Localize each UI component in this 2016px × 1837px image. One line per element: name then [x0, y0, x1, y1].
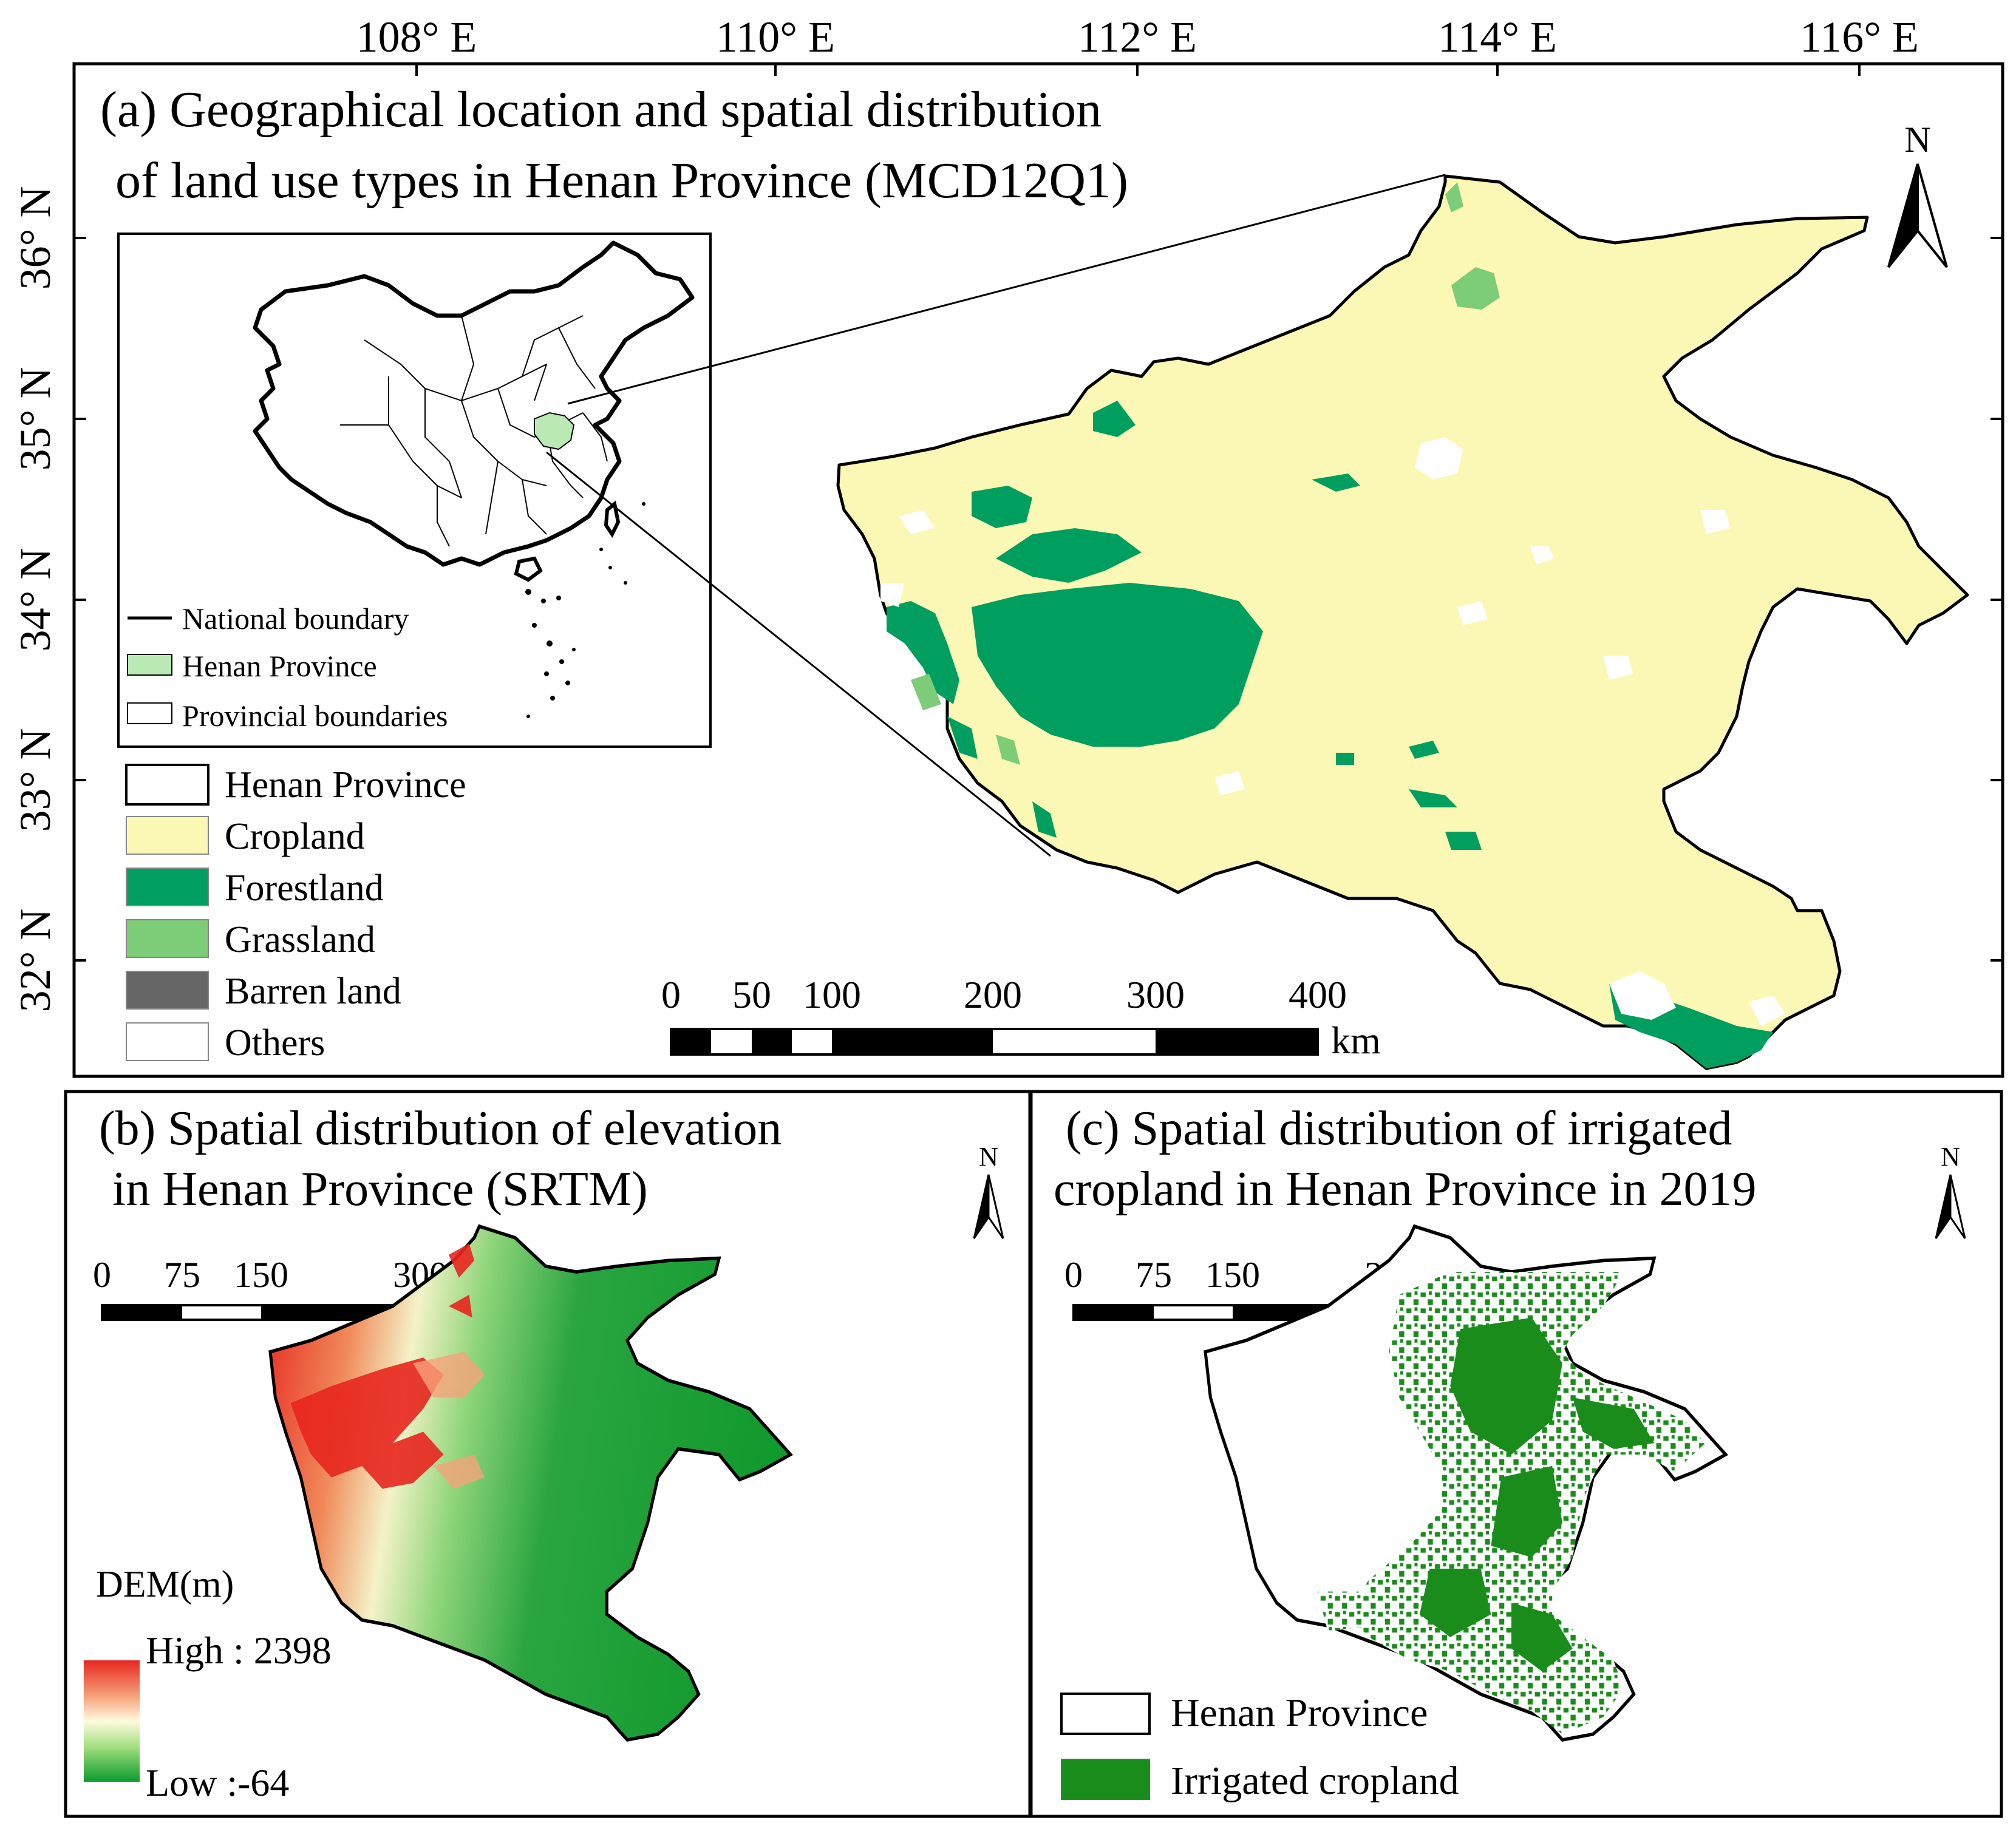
henan-inset-highlight	[534, 412, 575, 450]
dem-legend-high: High : 2398	[146, 1629, 332, 1672]
scale-c-tick-0: 0	[1064, 1255, 1083, 1295]
legend-barren-swatch	[126, 971, 209, 1010]
panel-a: (a) Geographical location and spatial di…	[100, 81, 1967, 1068]
legend-cropland-label: Cropland	[225, 816, 365, 857]
lon-label-112: 112° E	[1078, 13, 1197, 61]
panel-a-scalebar: 0 50 100 200 300 400 km	[661, 973, 1381, 1062]
legend-grassland-label: Grassland	[225, 919, 375, 960]
scale-a-unit: km	[1331, 1019, 1381, 1062]
lat-label-33: 33° N	[11, 728, 60, 832]
panel-b-north-arrow: N	[973, 1142, 1004, 1239]
inset-legend-provincial: Provincial boundaries	[182, 699, 448, 733]
scale-a-tick-200: 200	[964, 973, 1022, 1016]
longitude-ticks	[415, 64, 1861, 76]
scale-a-tick-100: 100	[803, 973, 861, 1016]
north-label-c: N	[1941, 1142, 1960, 1172]
dem-legend-title: DEM(m)	[96, 1564, 234, 1605]
legend-forestland-label: Forestland	[225, 868, 384, 909]
scale-a-tick-50: 50	[732, 973, 771, 1016]
scale-a-tick-0: 0	[661, 973, 681, 1016]
scale-c-tick-150: 150	[1205, 1255, 1260, 1295]
legend-c-henan-label: Henan Province	[1171, 1691, 1428, 1735]
irrigated-cropland-areas	[1317, 1272, 1706, 1734]
panel-c-north-arrow: N	[1935, 1142, 1966, 1239]
panel-c-legend: Henan Province Irrigated cropland	[1060, 1691, 1459, 1803]
legend-forestland-swatch	[126, 868, 209, 906]
panel-a-title-line2: of land use types in Henan Province (MCD…	[115, 152, 1128, 209]
dem-mid-elevation	[413, 1351, 485, 1489]
scale-b-tick-75: 75	[164, 1255, 200, 1295]
latitude-ticks	[74, 237, 2003, 962]
panel-a-north-arrow: N	[1887, 120, 1948, 268]
connector-line-top	[567, 174, 1446, 405]
dem-legend-ramp	[84, 1660, 140, 1782]
inset-legend-henan: Henan Province	[182, 649, 377, 683]
panel-c-title-line1: (c) Spatial distribution of irrigated	[1066, 1102, 1732, 1155]
lat-label-32: 32° N	[11, 909, 60, 1013]
henan-landuse-map	[838, 176, 1967, 1068]
panel-b-title-line1: (b) Spatial distribution of elevation	[99, 1102, 782, 1155]
legend-barren-label: Barren land	[225, 971, 401, 1012]
panel-b-title-line2: in Henan Province (SRTM)	[112, 1163, 648, 1216]
hainan-island	[514, 556, 543, 582]
scale-b-tick-150: 150	[234, 1255, 288, 1295]
henan-irrigation-map	[1205, 1226, 1726, 1740]
legend-c-henan-swatch	[1060, 1693, 1151, 1735]
latitude-labels: 36° N 35° N 34° N 33° N 32° N	[11, 186, 60, 1013]
lat-label-36: 36° N	[11, 186, 60, 290]
panel-a-title-line1: (a) Geographical location and spatial di…	[100, 81, 1102, 138]
china-inset: National boundary Henan Province Provinc…	[117, 233, 712, 748]
lat-label-35: 35° N	[11, 367, 60, 471]
panel-c-title-line2: cropland in Henan Province in 2019	[1054, 1163, 1757, 1216]
legend-henan-label: Henan Province	[225, 764, 466, 806]
dem-legend-low: Low :-64	[146, 1761, 289, 1804]
other-land-areas	[880, 225, 1785, 1026]
panel-c-frame	[1029, 1090, 2003, 1818]
inset-legend-henan-swatch	[127, 654, 172, 676]
dem-highlands	[290, 1243, 474, 1489]
scale-a-tick-300: 300	[1126, 973, 1185, 1016]
connector-line-bottom	[546, 451, 1051, 857]
legend-cropland-swatch	[126, 816, 209, 855]
panel-a-frame	[72, 62, 2004, 1078]
inset-legend-national: National boundary	[182, 602, 409, 636]
longitude-labels: 108° E 110° E 112° E 114° E 116° E	[356, 13, 1919, 61]
panel-a-legend: Henan Province Cropland Forestland Grass…	[125, 764, 466, 1064]
lat-label-34: 34° N	[11, 548, 60, 652]
lon-label-116: 116° E	[1800, 13, 1919, 61]
lon-label-114: 114° E	[1438, 13, 1557, 61]
scale-a-tick-400: 400	[1289, 973, 1347, 1016]
dem-legend: DEM(m) High : 2398 Low :-64	[84, 1564, 332, 1804]
legend-henan-swatch	[125, 764, 209, 806]
legend-c-irrigated-swatch	[1061, 1759, 1150, 1800]
inset-legend-provincial-swatch	[127, 702, 172, 724]
panel-b: (b) Spatial distribution of elevation in…	[84, 1102, 1004, 1804]
lon-label-108: 108° E	[356, 13, 477, 61]
scale-c-tick-75: 75	[1136, 1255, 1172, 1295]
legend-others-swatch	[126, 1022, 209, 1061]
north-label-a: N	[1904, 120, 1930, 160]
henan-dem-map	[270, 1226, 791, 1740]
north-label-b: N	[979, 1142, 998, 1172]
inset-legend: National boundary Henan Province Provinc…	[127, 602, 448, 733]
grassland-areas	[911, 182, 1500, 765]
scale-b-tick-0: 0	[93, 1255, 111, 1295]
lon-label-110: 110° E	[716, 13, 835, 61]
legend-grassland-swatch	[126, 919, 209, 958]
legend-others-label: Others	[225, 1022, 325, 1064]
china-national-boundary	[253, 240, 695, 567]
south-china-sea-islands	[525, 502, 645, 718]
legend-c-irrigated-label: Irrigated cropland	[1171, 1759, 1459, 1803]
panel-c: (c) Spatial distribution of irrigated cr…	[1054, 1102, 1966, 1803]
